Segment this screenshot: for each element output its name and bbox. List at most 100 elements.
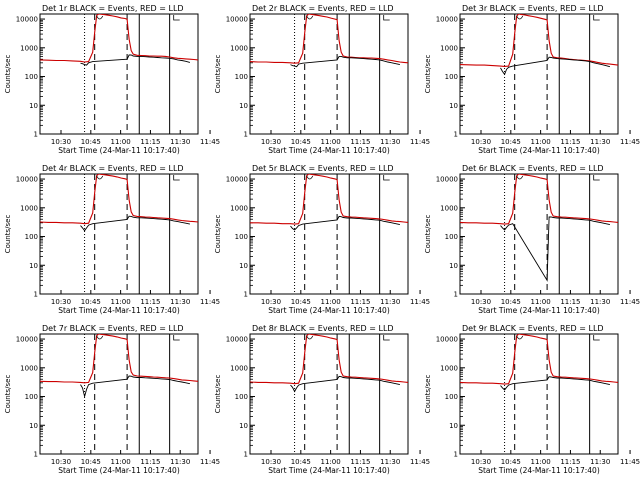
y-tick-label: 10: [239, 102, 248, 110]
y-axis-label: Counts/sec: [214, 215, 222, 254]
x-tick-label: 11:30: [590, 458, 610, 466]
panel-det-2: Det 2r BLACK = Events, RED = LLD 10000 100…: [214, 4, 430, 155]
y-tick-label: 10000: [436, 16, 458, 24]
y-tick-label: 1: [34, 291, 38, 299]
x-tick-label: 11:15: [350, 458, 370, 466]
series-events-line: [500, 216, 610, 282]
series-lld-line: [40, 174, 198, 225]
series-events-line: [80, 375, 190, 399]
y-tick-label: 1000: [230, 44, 248, 52]
y-tick-label: 100: [25, 73, 38, 81]
x-axis-label: Start Time (24-Mar-11 10:17:40): [268, 146, 390, 155]
y-tick-label: 10000: [226, 16, 248, 24]
series-lld-line: [460, 14, 618, 67]
y-tick-label: 10000: [16, 16, 38, 24]
attenuator-marker: [516, 15, 524, 20]
y-tick-label: 10: [449, 102, 458, 110]
panel-title: Det 1r BLACK = Events, RED = LLD: [42, 4, 184, 13]
series-events-line: [500, 56, 611, 76]
y-tick-label: 10: [239, 262, 248, 270]
y-axis-label: Counts/sec: [4, 375, 12, 414]
series-lld-line: [460, 174, 618, 225]
panel-det-4: Det 4r BLACK = Events, RED = LLD 10000 100…: [4, 164, 220, 315]
x-axis-label: Start Time (24-Mar-11 10:17:40): [58, 466, 180, 475]
panel-title: Det 8r BLACK = Events, RED = LLD: [252, 324, 394, 333]
x-tick-label: 11:15: [560, 138, 580, 146]
state-marker: [593, 335, 600, 341]
state-marker: [383, 15, 390, 21]
x-tick-label: 11:00: [111, 458, 131, 466]
y-tick-label: 10: [449, 262, 458, 270]
y-tick-label: 10: [239, 422, 248, 430]
x-tick-label: 11:00: [531, 138, 551, 146]
series-lld-line: [40, 334, 198, 384]
y-axis-label: Counts/sec: [424, 215, 432, 254]
y-axis-label: Counts/sec: [214, 55, 222, 94]
x-tick-label: 11:45: [620, 298, 640, 306]
x-tick-label: 11:30: [590, 138, 610, 146]
x-tick-label: 11:30: [170, 138, 190, 146]
attenuator-marker: [96, 335, 104, 340]
x-tick-label: 11:30: [170, 458, 190, 466]
y-tick-label: 1: [454, 291, 458, 299]
plot-frame: [249, 333, 409, 455]
attenuator-marker: [96, 175, 104, 180]
x-tick-label: 11:45: [410, 458, 430, 466]
series-events-line: [290, 55, 400, 68]
x-tick-label: 11:45: [410, 138, 430, 146]
x-tick-label: 10:30: [471, 138, 491, 146]
x-axis-label: Start Time (24-Mar-11 10:17:40): [268, 466, 390, 475]
x-tick-label: 10:30: [51, 458, 71, 466]
x-tick-label: 11:00: [531, 458, 551, 466]
x-tick-label: 11:15: [140, 138, 160, 146]
x-tick-label: 11:00: [321, 138, 341, 146]
attenuator-marker: [306, 15, 314, 20]
x-tick-label: 11:45: [620, 458, 640, 466]
x-tick-label: 10:45: [291, 298, 311, 306]
state-marker: [383, 175, 390, 181]
x-tick-label: 11:45: [620, 138, 640, 146]
x-axis-label: Start Time (24-Mar-11 10:17:40): [58, 146, 180, 155]
x-tick-label: 10:30: [261, 138, 281, 146]
y-tick-label: 1: [244, 291, 248, 299]
y-tick-label: 1000: [230, 364, 248, 372]
state-marker: [173, 15, 180, 21]
series-events-line: [290, 375, 400, 393]
y-tick-label: 1000: [20, 44, 38, 52]
x-axis-label: Start Time (24-Mar-11 10:17:40): [478, 306, 600, 315]
y-tick-label: 100: [445, 73, 458, 81]
y-tick-label: 100: [235, 393, 248, 401]
panel-det-7: Det 7r BLACK = Events, RED = LLD 10000 100…: [4, 324, 220, 475]
x-tick-label: 11:00: [321, 298, 341, 306]
plot-frame: [459, 173, 619, 295]
y-tick-label: 10: [29, 102, 38, 110]
state-marker: [173, 175, 180, 181]
y-axis-label: Counts/sec: [424, 375, 432, 414]
x-axis-label: Start Time (24-Mar-11 10:17:40): [58, 306, 180, 315]
y-tick-label: 1: [34, 451, 38, 459]
y-tick-label: 10000: [16, 336, 38, 344]
attenuator-marker: [306, 335, 314, 340]
panel-det-1: Det 1r BLACK = Events, RED = LLD 10000 100…: [4, 4, 220, 155]
plot-frame: [39, 333, 199, 455]
x-tick-label: 10:45: [81, 458, 101, 466]
state-marker: [593, 15, 600, 21]
x-tick-label: 11:45: [200, 298, 220, 306]
y-tick-label: 100: [235, 73, 248, 81]
plot-frame: [39, 173, 199, 295]
x-tick-label: 11:15: [140, 298, 160, 306]
panel-title: Det 9r BLACK = Events, RED = LLD: [462, 324, 604, 333]
x-tick-label: 11:30: [380, 298, 400, 306]
series-lld-line: [40, 14, 198, 63]
panel-det-6: Det 6r BLACK = Events, RED = LLD 10000 100…: [424, 164, 640, 315]
x-tick-label: 11:15: [140, 458, 160, 466]
x-tick-label: 10:30: [261, 458, 281, 466]
series-lld-line: [460, 334, 618, 385]
y-tick-label: 1000: [440, 204, 458, 212]
plot-frame: [39, 13, 199, 135]
panel-title: Det 7r BLACK = Events, RED = LLD: [42, 324, 184, 333]
panel-title: Det 2r BLACK = Events, RED = LLD: [252, 4, 394, 13]
series-lld-line: [250, 174, 408, 225]
plot-frame: [459, 333, 619, 455]
